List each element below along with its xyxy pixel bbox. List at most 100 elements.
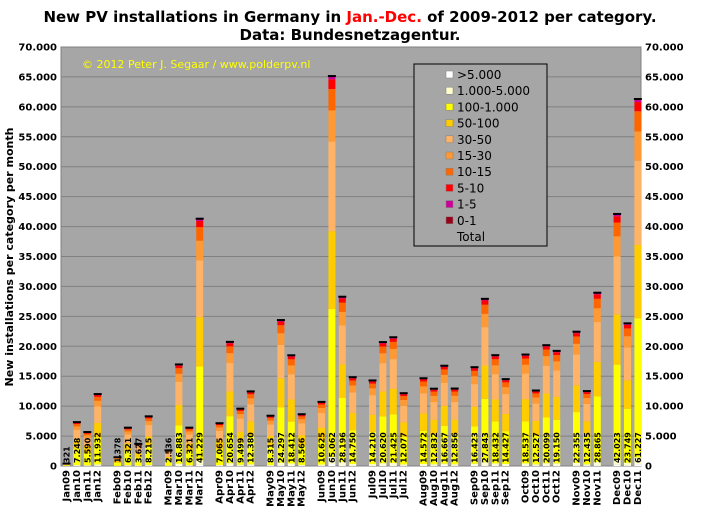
- bar-segment: [124, 431, 132, 435]
- x-tick-label: Feb11: [133, 470, 144, 504]
- bar-segment: [634, 111, 642, 132]
- bar-segment: [491, 465, 499, 466]
- legend-label: Total: [456, 230, 485, 244]
- bar-segment: [400, 399, 408, 406]
- bar-segment: [593, 322, 601, 362]
- y-tick-label: 10.000: [18, 402, 57, 413]
- bar-segment: [247, 464, 255, 466]
- bar-segment: [522, 364, 529, 374]
- bar-segment: [338, 325, 346, 365]
- bar-segment: [134, 452, 142, 458]
- y-axis-left: 0 5.000 10.000 15.000 20.000 25.000 30.000 35.0…: [18, 43, 57, 473]
- bar-segment: [73, 422, 81, 425]
- bar-total-cap: [134, 442, 143, 445]
- bar-segment: [451, 389, 459, 392]
- bar-segment: [389, 338, 397, 342]
- bar-segment: [145, 417, 153, 419]
- bar-segment: [379, 343, 387, 347]
- bar-segment: [613, 216, 621, 223]
- bar-total-cap: [491, 354, 500, 357]
- x-tick-label: Jun10: [327, 470, 338, 503]
- y-tick-label-right: 65.000: [645, 72, 684, 83]
- bar-segment: [94, 422, 102, 438]
- bar-segment: [481, 398, 489, 463]
- bar-segment: [338, 465, 346, 466]
- bar-segment: [83, 438, 91, 446]
- bar-segment: [451, 391, 459, 396]
- x-axis-labels: Jan09 Jan10 Jan11 Jan12 Feb09 Feb10 Feb11 Feb12…: [62, 470, 644, 507]
- bar-segment: [440, 463, 448, 466]
- bar-segment: [236, 464, 244, 466]
- bar-segment: [553, 419, 561, 464]
- x-tick-label: May11: [286, 470, 297, 507]
- legend-label: 15-30: [457, 149, 492, 163]
- bar-segment: [175, 463, 183, 466]
- bar-segment: [624, 336, 631, 348]
- data-label: 18.412: [287, 432, 296, 463]
- bar-segment: [491, 399, 499, 422]
- bar-segment: [430, 391, 438, 396]
- bar-segment: [83, 445, 91, 453]
- data-label: 12.527: [532, 432, 541, 463]
- bar-segment: [430, 435, 438, 465]
- x-tick-label: Jun09: [317, 470, 328, 503]
- y-axis-right: 0 5.000 10.000 15.000 20.000 25.000 30.000 35.0…: [645, 43, 684, 473]
- bar-total-cap: [72, 421, 81, 424]
- bar-segment: [532, 435, 540, 465]
- bar-segment: [267, 420, 274, 425]
- bar-segment: [349, 392, 357, 413]
- bar-segment: [491, 359, 499, 366]
- bar-segment: [481, 313, 489, 328]
- legend: >5.000 1.000-5.000 100-1.000 50-100 30-50 15-…: [413, 63, 548, 247]
- data-label: 41.229: [196, 432, 205, 463]
- bar-segment: [593, 298, 601, 309]
- bar-segment: [124, 443, 132, 451]
- bar-total-cap: [552, 349, 561, 352]
- x-tick-label: Jun12: [348, 470, 359, 503]
- data-label: 14.210: [369, 432, 378, 463]
- bar-segment: [236, 418, 244, 432]
- x-tick-label: Dec09: [612, 470, 623, 505]
- data-label: 12.856: [451, 432, 460, 463]
- bar-segment: [593, 294, 601, 299]
- bar-segment: [328, 309, 336, 458]
- bar-segment: [94, 464, 102, 466]
- x-tick-label: Sep09: [470, 470, 481, 505]
- bar-segment: [502, 387, 510, 395]
- bar-segment: [553, 465, 561, 466]
- bar-segment: [634, 245, 642, 319]
- bar-segment: [114, 458, 121, 460]
- bar-segment: [73, 426, 81, 430]
- bar-segment: [287, 399, 295, 422]
- y-tick-label: 55.000: [18, 132, 57, 143]
- bar-segment: [63, 465, 70, 466]
- bar-segment: [338, 311, 346, 326]
- data-label: 321: [63, 446, 72, 463]
- legend-swatch: [445, 103, 454, 111]
- bar-segment: [522, 373, 529, 400]
- bar-total-cap: [480, 297, 489, 300]
- bar-segment: [502, 464, 510, 466]
- x-tick-label: Aug11: [439, 470, 450, 506]
- bar-segment: [328, 464, 336, 466]
- bar-segment: [502, 394, 510, 414]
- bar-segment: [114, 461, 121, 463]
- y-tick-label: 35.000: [18, 252, 57, 263]
- bar-segment: [379, 346, 387, 354]
- bar-segment: [165, 453, 172, 457]
- data-label: 20.620: [379, 432, 388, 463]
- bar-segment: [553, 361, 561, 371]
- bar-segment: [430, 464, 438, 466]
- bar-segment: [369, 464, 376, 466]
- x-tick-label: Jan12: [93, 470, 104, 503]
- bar-segment: [338, 297, 346, 299]
- bar-total-cap: [450, 387, 459, 390]
- bar-segment: [145, 446, 153, 465]
- legend-label: 50-100: [457, 117, 500, 131]
- y-tick-label-right: 20.000: [645, 342, 684, 353]
- bar-segment: [451, 401, 459, 420]
- x-tick-label: Apr12: [246, 470, 257, 504]
- bar-segment: [318, 404, 325, 408]
- bar-segment: [583, 398, 591, 404]
